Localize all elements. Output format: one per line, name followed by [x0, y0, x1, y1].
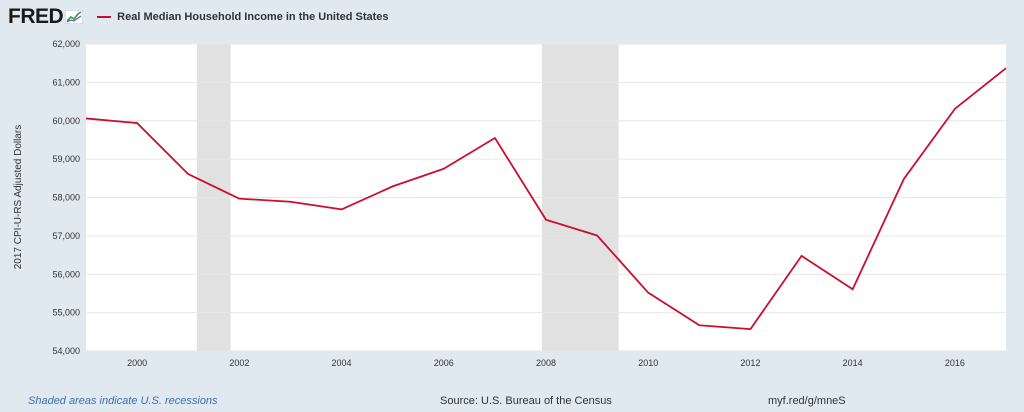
data-point[interactable] — [851, 287, 855, 291]
y-tick-label: 62,000 — [52, 39, 80, 49]
data-point[interactable] — [902, 177, 906, 181]
series-layer — [84, 66, 1008, 331]
data-point[interactable] — [84, 116, 88, 120]
chart-trend-icon — [65, 10, 84, 24]
x-tick-label: 2008 — [536, 358, 556, 368]
y-axis-label: 2017 CPI-U-RS Adjusted Dollars — [13, 125, 24, 270]
y-tick-label: 56,000 — [52, 269, 80, 279]
legend-label[interactable]: Real Median Household Income in the Unit… — [117, 11, 389, 23]
data-point[interactable] — [186, 172, 190, 176]
y-axis-ticks: 54,000 55,000 56,000 57,000 58,000 59,000 60,0… — [52, 39, 80, 356]
short-url[interactable]: myf.red/g/mneS — [768, 395, 846, 407]
data-point[interactable] — [391, 184, 395, 188]
series-line[interactable] — [85, 67, 1007, 331]
y-tick-label: 60,000 — [52, 116, 80, 126]
x-tick-label: 2014 — [843, 358, 863, 368]
y-tick-label: 55,000 — [52, 308, 80, 318]
data-point[interactable] — [135, 121, 139, 125]
data-point[interactable] — [340, 207, 344, 211]
data-point[interactable] — [288, 200, 292, 204]
fred-logo[interactable]: FRED — [8, 5, 64, 28]
data-point[interactable] — [237, 197, 241, 201]
y-tick-label: 54,000 — [52, 346, 80, 356]
grid-lines — [86, 43, 1006, 352]
header: FRED Real Median Household Income in the… — [8, 4, 389, 30]
y-tick-label: 58,000 — [52, 193, 80, 203]
data-point[interactable] — [646, 291, 650, 295]
data-point[interactable] — [748, 327, 752, 331]
data-point[interactable] — [953, 107, 957, 111]
data-point[interactable] — [697, 323, 701, 327]
x-tick-label: 2002 — [229, 358, 249, 368]
legend-swatch — [97, 16, 112, 18]
data-point[interactable] — [493, 136, 497, 140]
x-tick-label: 2010 — [638, 358, 658, 368]
data-point[interactable] — [544, 218, 548, 222]
legend: Real Median Household Income in the Unit… — [97, 11, 389, 23]
recession-note: Shaded areas indicate U.S. recessions — [28, 395, 218, 407]
data-point[interactable] — [800, 254, 804, 258]
x-tick-label: 2016 — [945, 358, 965, 368]
data-point[interactable] — [1004, 66, 1008, 70]
x-tick-label: 2004 — [332, 358, 352, 368]
y-tick-label: 59,000 — [52, 154, 80, 164]
x-axis-ticks: 2000 2002 2004 2006 2008 2010 2012 2014 2016 — [127, 358, 965, 368]
y-tick-label: 57,000 — [52, 231, 80, 241]
data-point[interactable] — [442, 167, 446, 171]
data-point[interactable] — [595, 233, 599, 237]
x-tick-label: 2012 — [740, 358, 760, 368]
source-text: Source: U.S. Bureau of the Census — [440, 395, 612, 407]
x-tick-label: 2000 — [127, 358, 147, 368]
x-tick-label: 2006 — [434, 358, 454, 368]
y-tick-label: 61,000 — [52, 77, 80, 87]
